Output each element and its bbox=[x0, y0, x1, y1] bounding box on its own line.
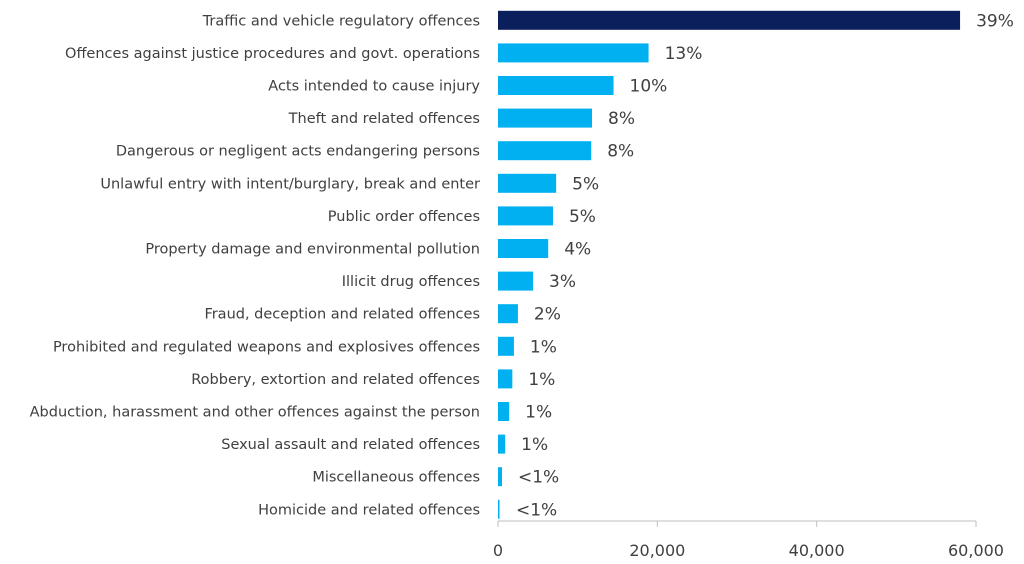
data-label: 13% bbox=[665, 44, 703, 64]
category-label: Illicit drug offences bbox=[342, 274, 480, 290]
data-label: 1% bbox=[521, 435, 548, 455]
category-label: Traffic and vehicle regulatory offences bbox=[202, 13, 480, 29]
data-label: 2% bbox=[534, 305, 561, 325]
category-label: Offences against justice procedures and … bbox=[65, 46, 480, 62]
bar bbox=[498, 108, 593, 128]
bar bbox=[498, 271, 534, 291]
category-label: Unlawful entry with intent/burglary, bre… bbox=[100, 176, 480, 192]
bar bbox=[498, 173, 557, 193]
x-axis: 0 20,000 40,000 60,000 bbox=[493, 520, 1004, 560]
bar bbox=[498, 434, 506, 454]
category-label: Homicide and related offences bbox=[258, 502, 480, 518]
bar bbox=[498, 369, 513, 389]
data-label: 3% bbox=[549, 272, 576, 292]
bar bbox=[498, 141, 592, 161]
category-label: Theft and related offences bbox=[288, 111, 480, 127]
data-labels-layer: 39% 13% 10% 8% 8% 5% 5% 4% 3% 2% 1% 1% 1% 1% <1% <1% bbox=[516, 11, 1014, 520]
x-tick-label: 40,000 bbox=[789, 541, 845, 560]
data-label: 1% bbox=[525, 403, 552, 423]
bar bbox=[498, 499, 500, 519]
bar bbox=[498, 336, 514, 356]
x-tick-label: 20,000 bbox=[629, 541, 685, 560]
bar bbox=[498, 10, 961, 30]
category-label: Fraud, deception and related offences bbox=[204, 307, 480, 323]
category-label: Sexual assault and related offences bbox=[221, 437, 480, 453]
category-label: Miscellaneous offences bbox=[312, 470, 480, 486]
data-label: 39% bbox=[976, 11, 1014, 31]
x-tick-label: 60,000 bbox=[948, 541, 1004, 560]
bar bbox=[498, 402, 510, 421]
category-label: Acts intended to cause injury bbox=[268, 79, 480, 95]
data-label: 8% bbox=[607, 142, 634, 162]
data-label: <1% bbox=[518, 468, 559, 488]
bar bbox=[498, 76, 614, 95]
data-label: 8% bbox=[608, 109, 635, 129]
data-label: 1% bbox=[528, 370, 555, 390]
data-label: 1% bbox=[530, 337, 557, 357]
bar bbox=[498, 467, 502, 487]
data-label: 5% bbox=[569, 207, 596, 227]
category-label: Property damage and environmental pollut… bbox=[145, 242, 480, 258]
category-label: Public order offences bbox=[328, 209, 480, 225]
category-label: Prohibited and regulated weapons and exp… bbox=[53, 339, 480, 355]
category-labels-layer: Traffic and vehicle regulatory offences O… bbox=[30, 13, 481, 518]
bars-layer bbox=[498, 10, 961, 519]
x-tick-label: 0 bbox=[493, 541, 503, 560]
data-label: <1% bbox=[516, 500, 557, 520]
bar bbox=[498, 239, 549, 258]
data-label: 4% bbox=[564, 240, 591, 260]
data-label: 5% bbox=[572, 174, 599, 194]
category-label: Robbery, extortion and related offences bbox=[191, 372, 480, 388]
data-label: 10% bbox=[630, 77, 668, 97]
bar bbox=[498, 206, 553, 226]
category-label: Dangerous or negligent acts endangering … bbox=[116, 144, 480, 160]
bar bbox=[498, 43, 649, 63]
category-label: Abduction, harassment and other offences… bbox=[30, 405, 480, 421]
bar bbox=[498, 304, 518, 324]
